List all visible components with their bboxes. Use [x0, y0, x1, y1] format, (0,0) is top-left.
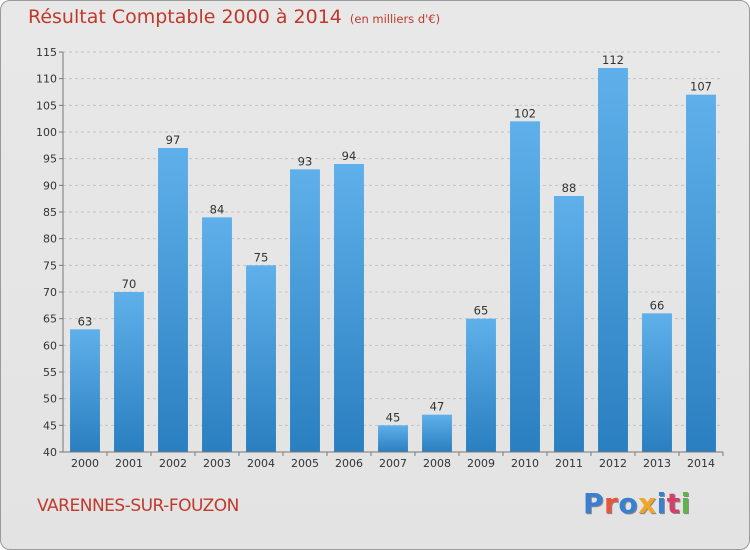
y-tick-label: 95 [43, 153, 57, 166]
y-tick-label: 80 [43, 233, 57, 246]
logo-letter: P [583, 487, 605, 520]
x-tick-label: 2010 [511, 457, 539, 470]
bar-2002 [158, 148, 188, 452]
data-label-2008: 47 [430, 400, 445, 414]
x-tick-label: 2000 [71, 457, 99, 470]
bar-2009 [466, 318, 496, 452]
bar-2013 [642, 313, 672, 452]
x-tick-label: 2009 [467, 457, 495, 470]
logo-letter: r [604, 487, 619, 520]
x-tick-label: 2006 [335, 457, 363, 470]
title-text: Résultat Comptable 2000 à 2014 [28, 6, 342, 28]
x-tick-label: 2004 [247, 457, 275, 470]
x-tick-label: 2008 [423, 457, 451, 470]
logo-letter: t [666, 487, 681, 520]
x-axis: 2000 2001 2002 2003 2004 2005 2006 2007 2008 2009… [63, 451, 724, 470]
logo-letter: i [656, 487, 667, 520]
bar-2007 [378, 425, 408, 452]
bar-2001 [114, 292, 144, 452]
y-tick-label: 75 [43, 259, 57, 272]
y-tick-label: 110 [36, 73, 57, 86]
x-tick-label: 2013 [643, 457, 671, 470]
data-label-2003: 84 [210, 202, 225, 216]
bar-2014 [686, 94, 716, 453]
bar-2003 [202, 217, 232, 452]
x-tick-label: 2007 [379, 457, 407, 470]
logo-letter: o [618, 487, 639, 520]
y-tick-label: 70 [43, 286, 57, 299]
y-tick-label: 40 [43, 446, 57, 459]
unit-label: (en milliers d'€) [349, 12, 441, 26]
x-tick-label: 2011 [555, 457, 583, 470]
x-tick-label: 2003 [203, 457, 231, 470]
logo-letter: i [680, 487, 691, 520]
y-tick-label: 65 [43, 313, 57, 326]
x-tick-label: 2005 [291, 457, 319, 470]
data-label-2000: 63 [78, 314, 93, 328]
data-label-2001: 70 [122, 277, 137, 291]
data-label-2009: 65 [474, 304, 489, 318]
data-label-2013: 66 [650, 298, 665, 312]
bar-2011 [554, 196, 584, 452]
chart-title: Résultat Comptable 2000 à 2014 (en millie… [28, 6, 440, 28]
town-name: VARENNES-SUR-FOUZON [37, 496, 239, 516]
data-label-2006: 94 [342, 149, 357, 163]
x-tick-label: 2001 [115, 457, 143, 470]
bar-2008 [422, 414, 452, 452]
y-tick-label: 45 [43, 419, 57, 432]
y-axis: 40 45 50 55 60 65 70 75 80 85 90 95 100 105 110 115 [36, 46, 64, 459]
bar-2000 [70, 329, 100, 452]
data-label-2014: 107 [690, 80, 712, 94]
proxiti-logo[interactable]: Proxiti [583, 487, 691, 520]
data-label-2007: 45 [386, 410, 401, 424]
bar-2010 [510, 121, 540, 452]
logo-letter: x [638, 487, 657, 520]
y-tick-label: 115 [36, 46, 57, 59]
y-tick-label: 90 [43, 179, 57, 192]
y-tick-label: 55 [43, 366, 57, 379]
y-tick-label: 50 [43, 393, 57, 406]
y-tick-label: 105 [36, 99, 57, 112]
data-label-2002: 97 [166, 133, 181, 147]
bar-2005 [290, 169, 320, 453]
data-label-2012: 112 [602, 53, 624, 67]
data-label-2010: 102 [514, 106, 536, 120]
y-tick-label: 60 [43, 339, 57, 352]
data-labels: 63 70 97 84 75 93 94 45 47 65 102 88 112 66 107 [78, 53, 712, 424]
bar-2006 [334, 164, 364, 452]
data-label-2005: 93 [298, 154, 313, 168]
data-label-2004: 75 [254, 250, 269, 264]
bar-2012 [598, 68, 628, 452]
bar-2004 [246, 265, 276, 452]
x-tick-label: 2002 [159, 457, 187, 470]
x-tick-label: 2012 [599, 457, 627, 470]
y-tick-label: 100 [36, 126, 57, 139]
bars [70, 68, 716, 453]
y-tick-label: 85 [43, 206, 57, 219]
data-label-2011: 88 [562, 181, 577, 195]
x-tick-label: 2014 [687, 457, 715, 470]
